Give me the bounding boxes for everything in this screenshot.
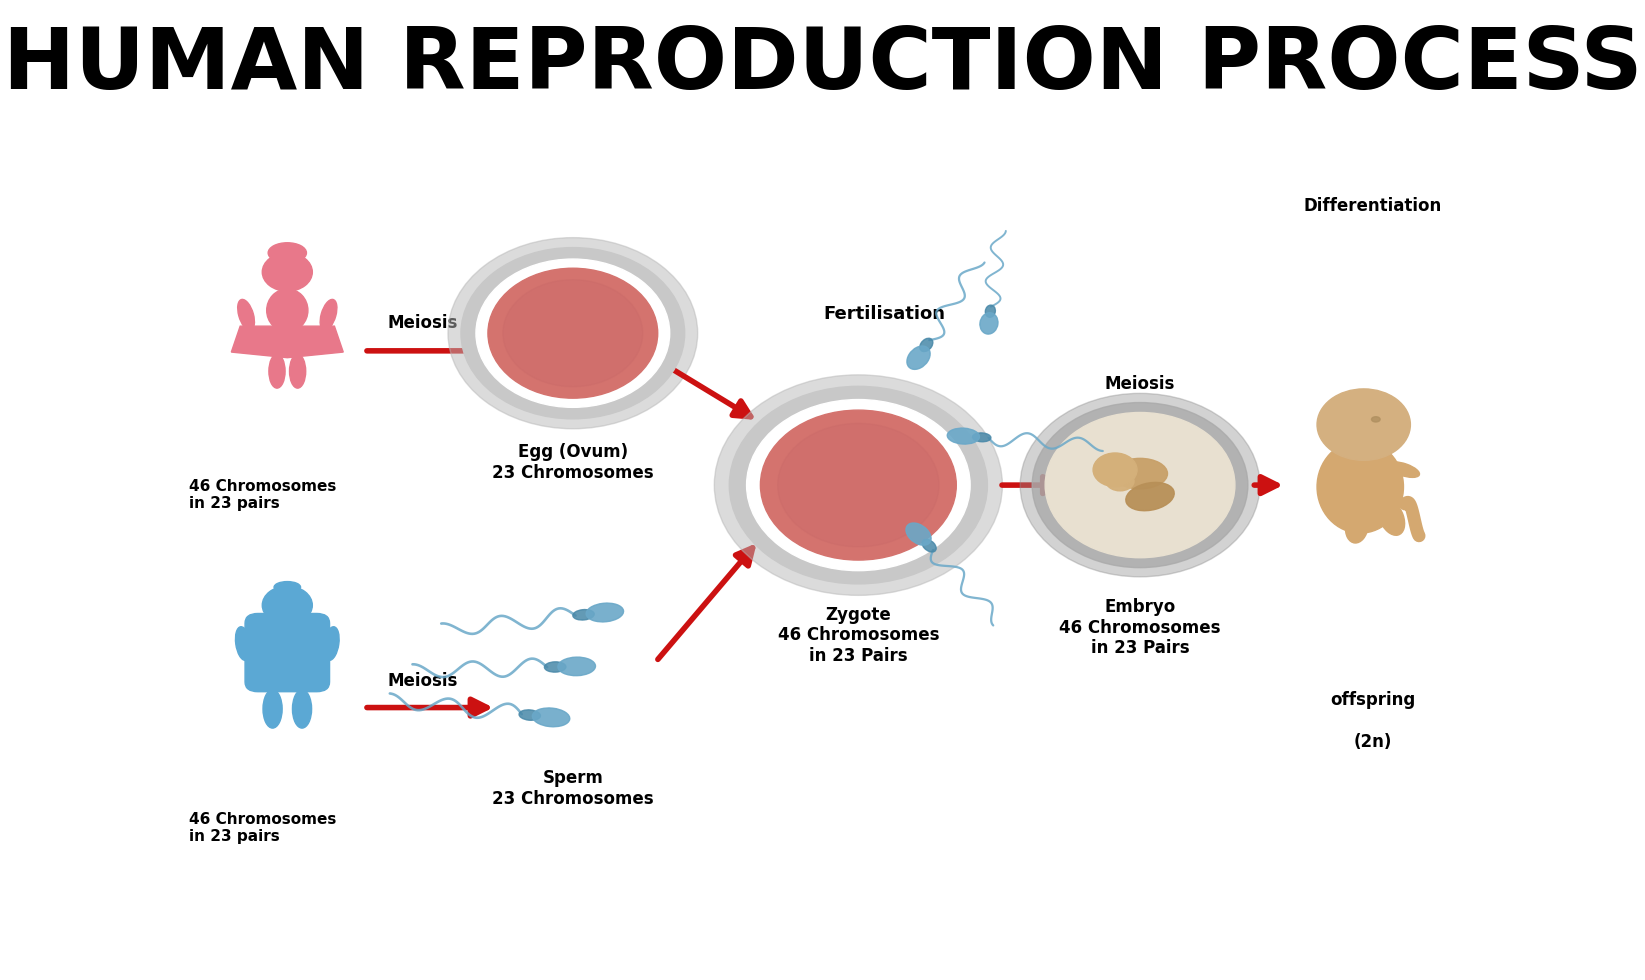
Ellipse shape	[948, 428, 979, 444]
Ellipse shape	[729, 386, 987, 584]
Ellipse shape	[235, 627, 250, 661]
FancyBboxPatch shape	[245, 613, 329, 692]
Text: Meiosis: Meiosis	[388, 672, 459, 690]
Text: 46 Chromosomes
in 23 pairs: 46 Chromosomes in 23 pairs	[189, 811, 336, 845]
Ellipse shape	[747, 400, 971, 570]
Ellipse shape	[980, 313, 999, 334]
Ellipse shape	[558, 658, 595, 675]
Ellipse shape	[572, 610, 594, 620]
Text: Meiosis: Meiosis	[388, 315, 459, 332]
Circle shape	[1031, 403, 1249, 567]
Ellipse shape	[489, 269, 658, 398]
Ellipse shape	[475, 259, 670, 408]
Ellipse shape	[1105, 471, 1133, 491]
Ellipse shape	[1112, 459, 1168, 489]
Text: Zygote
46 Chromosomes
in 23 Pairs: Zygote 46 Chromosomes in 23 Pairs	[778, 606, 939, 665]
Ellipse shape	[920, 338, 933, 352]
Circle shape	[1045, 413, 1235, 558]
Text: offspring

(2n): offspring (2n)	[1331, 691, 1416, 751]
Circle shape	[262, 586, 313, 624]
Ellipse shape	[503, 279, 643, 387]
Ellipse shape	[906, 346, 929, 369]
Ellipse shape	[290, 355, 306, 388]
Ellipse shape	[1387, 462, 1420, 477]
Ellipse shape	[1125, 482, 1175, 511]
Text: 46 Chromosomes
in 23 pairs: 46 Chromosomes in 23 pairs	[189, 478, 336, 512]
Text: Differentiation: Differentiation	[1304, 197, 1443, 215]
Ellipse shape	[778, 423, 939, 547]
Ellipse shape	[461, 248, 684, 418]
Text: Embryo
46 Chromosomes
in 23 Pairs: Embryo 46 Chromosomes in 23 Pairs	[1059, 598, 1221, 658]
Text: Fertilisation: Fertilisation	[822, 305, 944, 322]
Text: Sperm
23 Chromosomes: Sperm 23 Chromosomes	[492, 769, 653, 808]
Ellipse shape	[1318, 441, 1403, 533]
Ellipse shape	[321, 300, 337, 330]
Text: HUMAN REPRODUCTION PROCESS: HUMAN REPRODUCTION PROCESS	[3, 24, 1642, 108]
Ellipse shape	[533, 708, 569, 727]
Ellipse shape	[972, 433, 990, 442]
Ellipse shape	[921, 539, 936, 552]
Ellipse shape	[714, 374, 1002, 596]
Ellipse shape	[520, 710, 541, 720]
Polygon shape	[232, 326, 344, 358]
Ellipse shape	[268, 355, 285, 388]
Circle shape	[1092, 453, 1137, 487]
Ellipse shape	[237, 300, 255, 330]
Ellipse shape	[268, 243, 306, 263]
Ellipse shape	[1379, 499, 1405, 535]
Circle shape	[1020, 393, 1260, 577]
Ellipse shape	[760, 411, 956, 561]
Ellipse shape	[1372, 416, 1380, 422]
Ellipse shape	[263, 690, 283, 728]
Text: Meiosis: Meiosis	[1105, 375, 1175, 393]
Ellipse shape	[906, 523, 931, 545]
Ellipse shape	[1346, 510, 1369, 543]
Ellipse shape	[324, 627, 339, 661]
Text: Egg (Ovum)
23 Chromosomes: Egg (Ovum) 23 Chromosomes	[492, 443, 653, 482]
Circle shape	[1318, 389, 1410, 461]
Ellipse shape	[544, 662, 566, 672]
Ellipse shape	[447, 237, 697, 429]
Ellipse shape	[266, 289, 308, 332]
Ellipse shape	[293, 690, 311, 728]
Ellipse shape	[985, 305, 995, 318]
Circle shape	[262, 253, 313, 291]
Ellipse shape	[586, 603, 623, 622]
Ellipse shape	[275, 581, 301, 593]
